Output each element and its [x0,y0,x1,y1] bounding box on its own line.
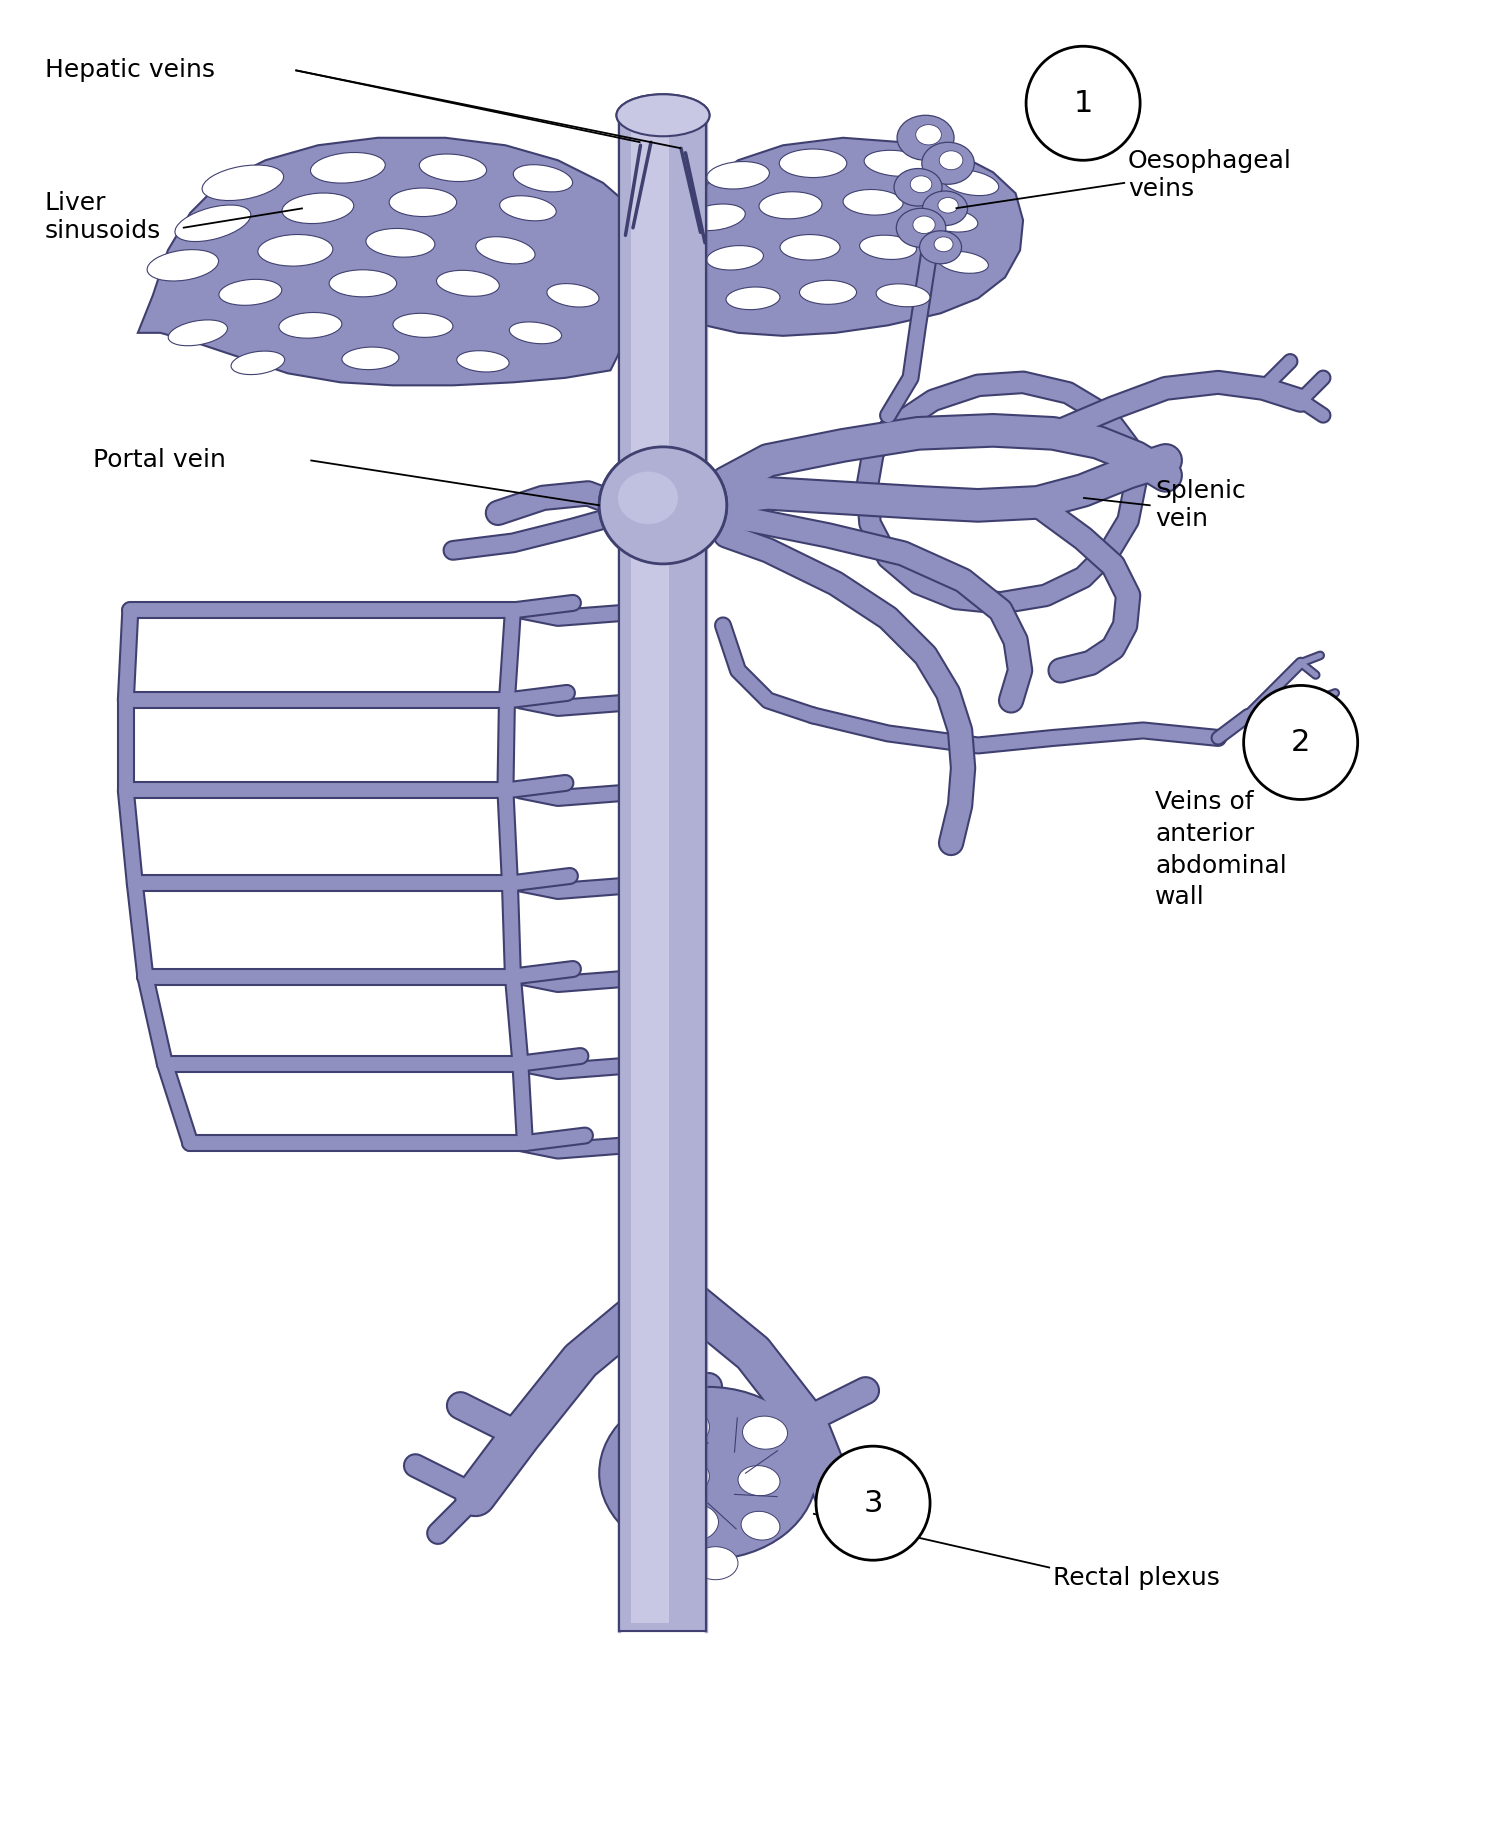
Ellipse shape [476,237,535,264]
Ellipse shape [898,115,955,160]
Ellipse shape [616,95,709,137]
Circle shape [1244,685,1358,799]
Ellipse shape [547,284,599,308]
Circle shape [816,1446,931,1561]
Ellipse shape [599,1388,816,1559]
Ellipse shape [279,313,342,339]
Ellipse shape [895,169,943,206]
Ellipse shape [913,217,935,233]
Ellipse shape [616,95,709,137]
Ellipse shape [599,446,727,565]
Ellipse shape [916,124,941,146]
Ellipse shape [800,280,857,304]
Ellipse shape [500,197,556,220]
Ellipse shape [661,1459,709,1495]
Ellipse shape [779,149,846,177]
Ellipse shape [742,1417,788,1450]
Ellipse shape [923,191,967,226]
Ellipse shape [175,206,250,242]
Ellipse shape [693,1546,738,1579]
FancyBboxPatch shape [631,122,669,1623]
FancyBboxPatch shape [619,115,706,1632]
Ellipse shape [920,231,961,264]
Text: 1: 1 [1074,89,1093,118]
Text: 3: 3 [863,1490,883,1517]
Ellipse shape [938,197,958,213]
Ellipse shape [366,228,435,257]
Text: Liver
sinusoids: Liver sinusoids [45,191,161,244]
Ellipse shape [419,155,486,182]
Ellipse shape [258,235,333,266]
Polygon shape [685,138,1023,335]
Ellipse shape [922,142,974,184]
Ellipse shape [218,279,282,306]
Text: Oesophageal
veins: Oesophageal veins [1128,149,1292,200]
Ellipse shape [940,151,962,169]
Ellipse shape [599,446,727,565]
Ellipse shape [389,188,456,217]
Ellipse shape [864,151,928,177]
Text: Splenic
vein: Splenic vein [1155,479,1245,532]
Ellipse shape [509,322,562,344]
Ellipse shape [876,284,931,306]
Ellipse shape [514,164,572,191]
Ellipse shape [741,1511,780,1541]
Ellipse shape [706,162,770,189]
Ellipse shape [706,246,764,270]
Ellipse shape [617,472,678,524]
Ellipse shape [843,189,904,215]
Circle shape [1026,46,1140,160]
Ellipse shape [738,1466,780,1495]
Ellipse shape [685,204,745,231]
Ellipse shape [652,1408,709,1450]
FancyBboxPatch shape [631,122,669,1623]
Ellipse shape [938,251,988,273]
FancyBboxPatch shape [619,115,706,1632]
Ellipse shape [282,193,354,224]
Ellipse shape [925,209,977,231]
Text: Hepatic veins: Hepatic veins [45,58,215,82]
Ellipse shape [934,237,953,251]
Text: Veins of
anterior
abdominal
wall: Veins of anterior abdominal wall [1155,790,1286,909]
Ellipse shape [860,235,917,259]
Ellipse shape [667,1504,718,1541]
Ellipse shape [910,177,932,193]
Polygon shape [139,138,633,386]
Ellipse shape [202,166,283,200]
Ellipse shape [230,351,285,375]
Ellipse shape [393,313,453,337]
Ellipse shape [169,320,227,346]
Text: Portal vein: Portal vein [93,448,226,472]
Ellipse shape [456,351,509,371]
Text: Rectal plexus: Rectal plexus [1053,1566,1220,1590]
Ellipse shape [342,348,399,370]
Text: 2: 2 [1291,728,1310,758]
Ellipse shape [148,249,218,280]
Ellipse shape [780,235,840,260]
Ellipse shape [617,472,678,524]
Ellipse shape [896,208,946,248]
Ellipse shape [759,191,822,219]
Ellipse shape [310,153,386,184]
Ellipse shape [943,169,998,195]
Ellipse shape [726,288,780,310]
Ellipse shape [330,270,396,297]
Ellipse shape [437,270,500,297]
